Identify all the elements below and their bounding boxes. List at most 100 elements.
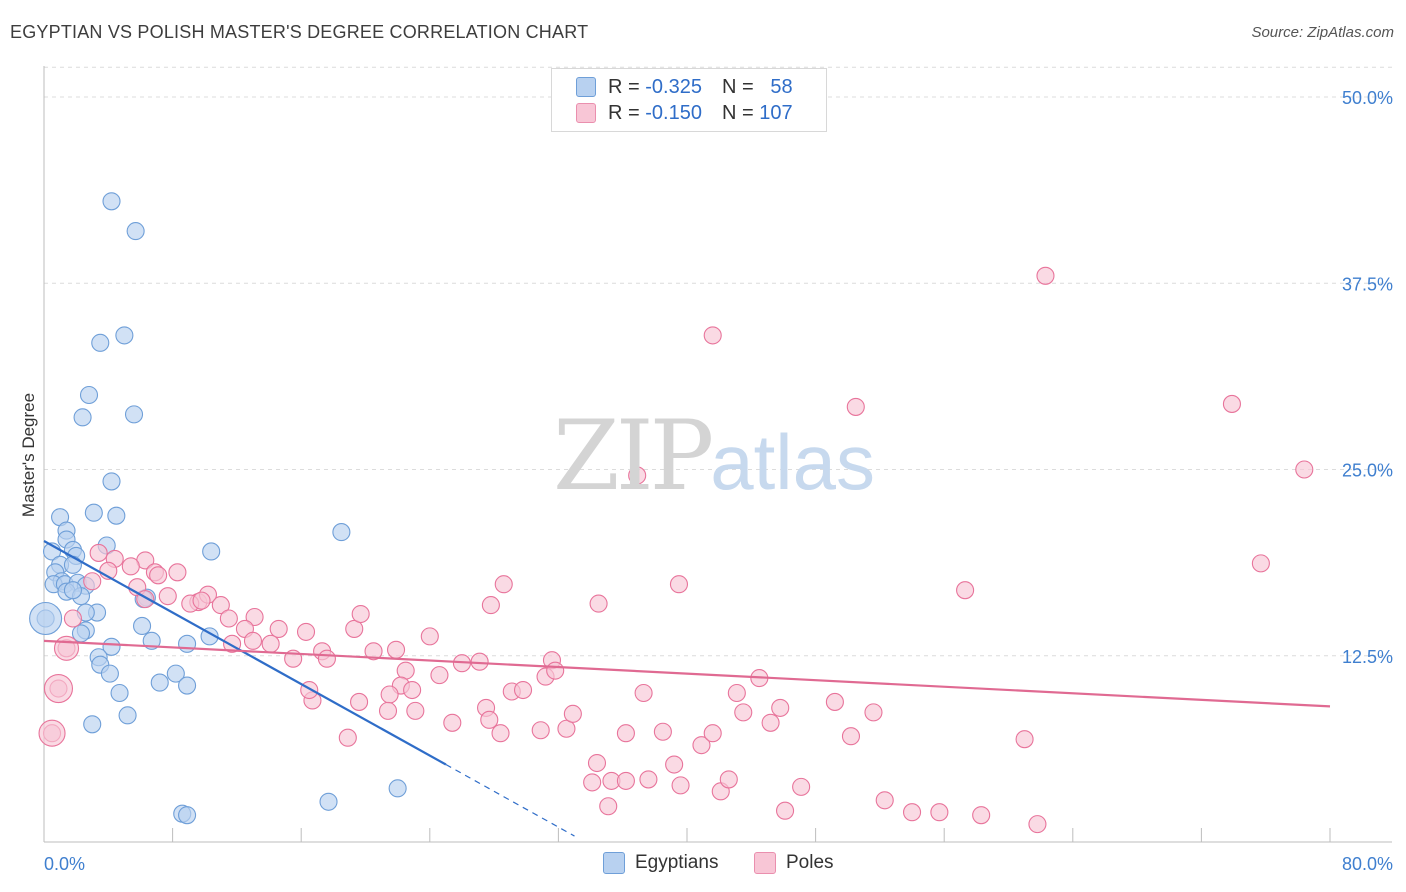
point-poles (158, 587, 177, 606)
point-poles (841, 727, 861, 746)
trend-line-egyptians-extension (445, 763, 575, 837)
point-poles (665, 755, 684, 774)
point-poles (430, 666, 449, 685)
point-poles (317, 649, 336, 668)
legend-n-value: 58 (770, 75, 793, 98)
point-poles (378, 701, 398, 720)
y-axis-label: Master's Degree (19, 393, 38, 517)
point-poles (930, 803, 949, 822)
point-poles (269, 619, 288, 638)
grid-lines (44, 66, 1392, 657)
bottom-legend-egyptians: Egyptians (603, 852, 718, 874)
point-egyptians (79, 385, 99, 405)
y-tick-label: 25.0% (1342, 461, 1393, 481)
point-poles (480, 710, 499, 729)
point-poles (406, 701, 425, 720)
point-egyptians (133, 616, 152, 636)
point-poles (671, 776, 690, 795)
point-poles (481, 596, 500, 615)
point-egyptians (107, 506, 126, 525)
data-points (29, 192, 1314, 834)
point-poles (546, 661, 565, 680)
point-poles (261, 634, 280, 653)
tick-labels: Master's Degree 12.5% 25.0% 37.5% 50.0% 0.0% 8… (19, 88, 1393, 874)
point-poles (599, 797, 618, 816)
point-poles (89, 543, 108, 562)
point-poles (364, 642, 383, 661)
point-egyptians (118, 706, 137, 725)
point-poles (1015, 730, 1034, 749)
point-poles (53, 635, 80, 661)
legend-swatch-poles (576, 103, 596, 123)
point-poles (761, 713, 780, 732)
trend-lines (43, 540, 1331, 837)
point-poles (563, 704, 582, 723)
point-egyptians (73, 408, 92, 427)
legend-row-egyptians: R = -0.325 N = 58 (576, 75, 793, 99)
point-poles (443, 713, 462, 732)
point-egyptians (126, 222, 145, 241)
legend-n-label: N = (721, 101, 754, 124)
point-egyptians (102, 637, 121, 656)
point-poles (972, 806, 991, 825)
point-poles (692, 736, 711, 755)
point-poles (219, 609, 238, 628)
point-poles (1028, 815, 1047, 834)
point-poles (864, 703, 883, 722)
point-poles (513, 680, 533, 700)
bottom-legend-poles: Poles (754, 852, 834, 874)
point-poles (771, 698, 790, 717)
legend-r-value: -0.150 (645, 101, 702, 124)
point-poles (616, 771, 635, 790)
point-poles (703, 326, 722, 345)
point-poles (345, 619, 364, 638)
y-tick-label: 37.5% (1342, 274, 1393, 294)
point-poles (875, 791, 894, 810)
point-poles (491, 724, 510, 743)
trend-line-egyptians (43, 540, 447, 766)
point-egyptians (102, 192, 121, 211)
point-egyptians (388, 779, 407, 798)
point-poles (776, 801, 795, 820)
legend-r-label: R = (608, 101, 640, 124)
legend-row-poles: R = -0.150 N = 107 (576, 101, 793, 125)
point-egyptians (124, 405, 144, 424)
point-poles (43, 673, 74, 704)
bottom-legend-swatch-poles (754, 852, 776, 874)
point-poles (1295, 460, 1314, 479)
point-egyptians (332, 523, 351, 542)
point-poles (825, 692, 844, 711)
point-egyptians (29, 601, 63, 636)
point-poles (653, 722, 672, 741)
point-poles (956, 581, 975, 600)
point-poles (494, 575, 513, 594)
point-poles (149, 566, 168, 585)
chart-title: EGYPTIAN VS POLISH MASTER'S DEGREE CORRE… (10, 22, 589, 42)
y-tick-label: 12.5% (1342, 647, 1393, 667)
point-egyptians (319, 792, 338, 811)
point-poles (557, 719, 576, 738)
point-poles (902, 803, 922, 822)
point-poles (1251, 554, 1270, 573)
point-poles (38, 719, 66, 747)
point-poles (734, 703, 753, 722)
watermark: ZIPatlas (553, 400, 875, 512)
point-poles (669, 575, 689, 594)
point-egyptians (178, 634, 197, 653)
point-poles (211, 596, 230, 615)
y-tick-label: 50.0% (1342, 88, 1393, 108)
point-poles (589, 594, 608, 613)
point-egyptians (63, 555, 82, 574)
point-poles (628, 466, 647, 485)
point-egyptians (83, 715, 102, 734)
point-egyptians (150, 673, 169, 692)
point-poles (63, 609, 82, 628)
legend-swatch-egyptians (576, 77, 596, 97)
point-poles (531, 721, 550, 740)
x-tick-label: 80.0% (1342, 854, 1393, 874)
point-egyptians (178, 806, 197, 825)
point-egyptians (100, 664, 119, 683)
source-label: Source: ZipAtlas.com (1251, 24, 1394, 41)
trend-line-poles (43, 639, 1331, 708)
